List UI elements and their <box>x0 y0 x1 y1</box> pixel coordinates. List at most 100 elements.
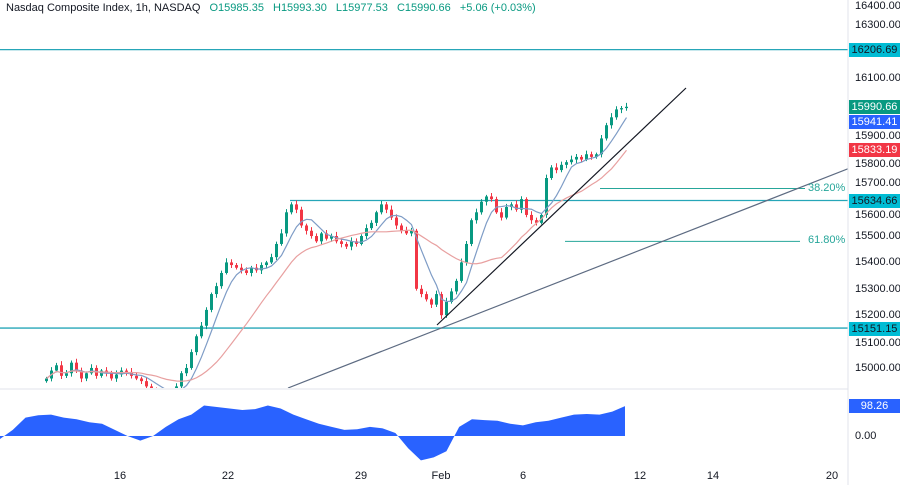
candle-body <box>165 394 168 397</box>
candle-body <box>555 167 558 171</box>
candle-body <box>160 392 163 395</box>
candle-body <box>625 106 628 109</box>
candle-body <box>295 204 298 210</box>
price-tick: 15500.00 <box>855 230 900 243</box>
candle-body <box>585 154 588 160</box>
candle-body <box>210 294 213 310</box>
candle-body <box>395 217 398 226</box>
candle-body <box>435 294 438 305</box>
candle-body <box>560 164 563 171</box>
time-tick: 22 <box>221 470 235 482</box>
price-tick: 16400.00 <box>855 0 900 12</box>
ohlc-open: O15985.35 <box>209 2 264 14</box>
price-label: 15833.19 <box>849 142 900 157</box>
candle-body <box>495 199 498 213</box>
price-tick: 15200.00 <box>855 309 900 322</box>
candle-body <box>605 125 608 139</box>
candle-body <box>530 214 533 221</box>
candle-body <box>620 108 623 110</box>
candle-body <box>520 199 523 210</box>
candle-body <box>505 207 508 218</box>
candle-body <box>535 220 538 223</box>
candle-body <box>595 154 598 157</box>
time-tick: 16 <box>113 470 127 482</box>
candle-body <box>580 156 583 160</box>
trendline-black <box>436 87 687 326</box>
fib-label-618: 61.80% <box>808 234 846 247</box>
price-label: 15990.66 <box>849 99 900 114</box>
candle-body <box>350 241 353 247</box>
ma-fast-line <box>46 117 628 388</box>
candle-body <box>380 204 383 213</box>
candle-body <box>460 262 463 281</box>
price-tick: 16300.00 <box>855 19 900 31</box>
candle-body <box>285 212 288 234</box>
candle-body <box>110 373 113 379</box>
price-tick: 15900.00 <box>855 129 900 142</box>
price-tick: 15000.00 <box>855 361 900 374</box>
candle-body <box>430 299 433 305</box>
price-tick: 15300.00 <box>855 282 900 295</box>
candle-body <box>320 233 323 242</box>
candle-body <box>590 154 593 157</box>
candle-body <box>275 243 278 258</box>
candle-body <box>205 309 208 326</box>
candle-body <box>140 378 143 382</box>
candle-body <box>235 265 238 268</box>
oscillator-value-label: 98.26 <box>849 399 900 413</box>
oscillator-area <box>0 405 625 461</box>
candle-body <box>75 362 78 371</box>
price-tick: 15700.00 <box>855 177 900 190</box>
candle-body <box>85 373 88 379</box>
candle-body <box>455 280 458 292</box>
candle-body <box>225 262 228 273</box>
price-label: 16206.69 <box>849 42 900 57</box>
candle-body <box>565 162 568 165</box>
time-tick: Feb <box>431 470 451 482</box>
candle-body <box>280 233 283 244</box>
ohlc-change: +5.06 (+0.03%) <box>459 2 536 14</box>
ohlc-high: H15993.30 <box>273 2 327 14</box>
candle-body <box>445 301 448 316</box>
candle-body <box>470 220 473 244</box>
candle-body <box>245 270 248 273</box>
candle-body <box>360 236 363 244</box>
candle-body <box>260 265 263 271</box>
candle-body <box>300 209 303 226</box>
candle-body <box>80 370 83 379</box>
candle-body <box>600 138 603 155</box>
candle-body <box>330 236 333 239</box>
time-tick: 6 <box>519 470 527 482</box>
candle-body <box>310 230 313 237</box>
candle-body <box>60 365 63 376</box>
price-tick: 15800.00 <box>855 157 900 170</box>
candle-body <box>220 272 223 287</box>
candle-body <box>175 386 178 388</box>
time-tick: 12 <box>633 470 647 482</box>
candle-body <box>45 378 48 382</box>
candle-body <box>250 267 253 273</box>
candle-body <box>475 212 478 221</box>
symbol-title: Nasdaq Composite Index, 1h, NASDAQ <box>6 2 201 14</box>
candle-body <box>150 386 153 388</box>
price-label: 15941.41 <box>849 114 900 129</box>
time-tick: 14 <box>706 470 720 482</box>
candle-body <box>180 373 183 387</box>
main-pane <box>0 48 848 397</box>
candle-body <box>325 233 328 239</box>
candle-body <box>195 336 198 353</box>
price-tick: 15600.00 <box>855 208 900 221</box>
oscillator-zero-tick: 0.00 <box>855 430 877 442</box>
candle-body <box>515 204 518 210</box>
ma-slow-line <box>46 149 627 382</box>
candle-body <box>115 374 118 379</box>
ohlc-close: C15990.66 <box>396 2 451 14</box>
candle-body <box>135 375 138 379</box>
candle-body <box>65 373 68 376</box>
fib-label-382: 38.20% <box>808 181 846 194</box>
candle-body <box>450 291 453 302</box>
candle-body <box>305 225 308 231</box>
candle-body <box>265 262 268 266</box>
candle-body <box>420 288 423 295</box>
